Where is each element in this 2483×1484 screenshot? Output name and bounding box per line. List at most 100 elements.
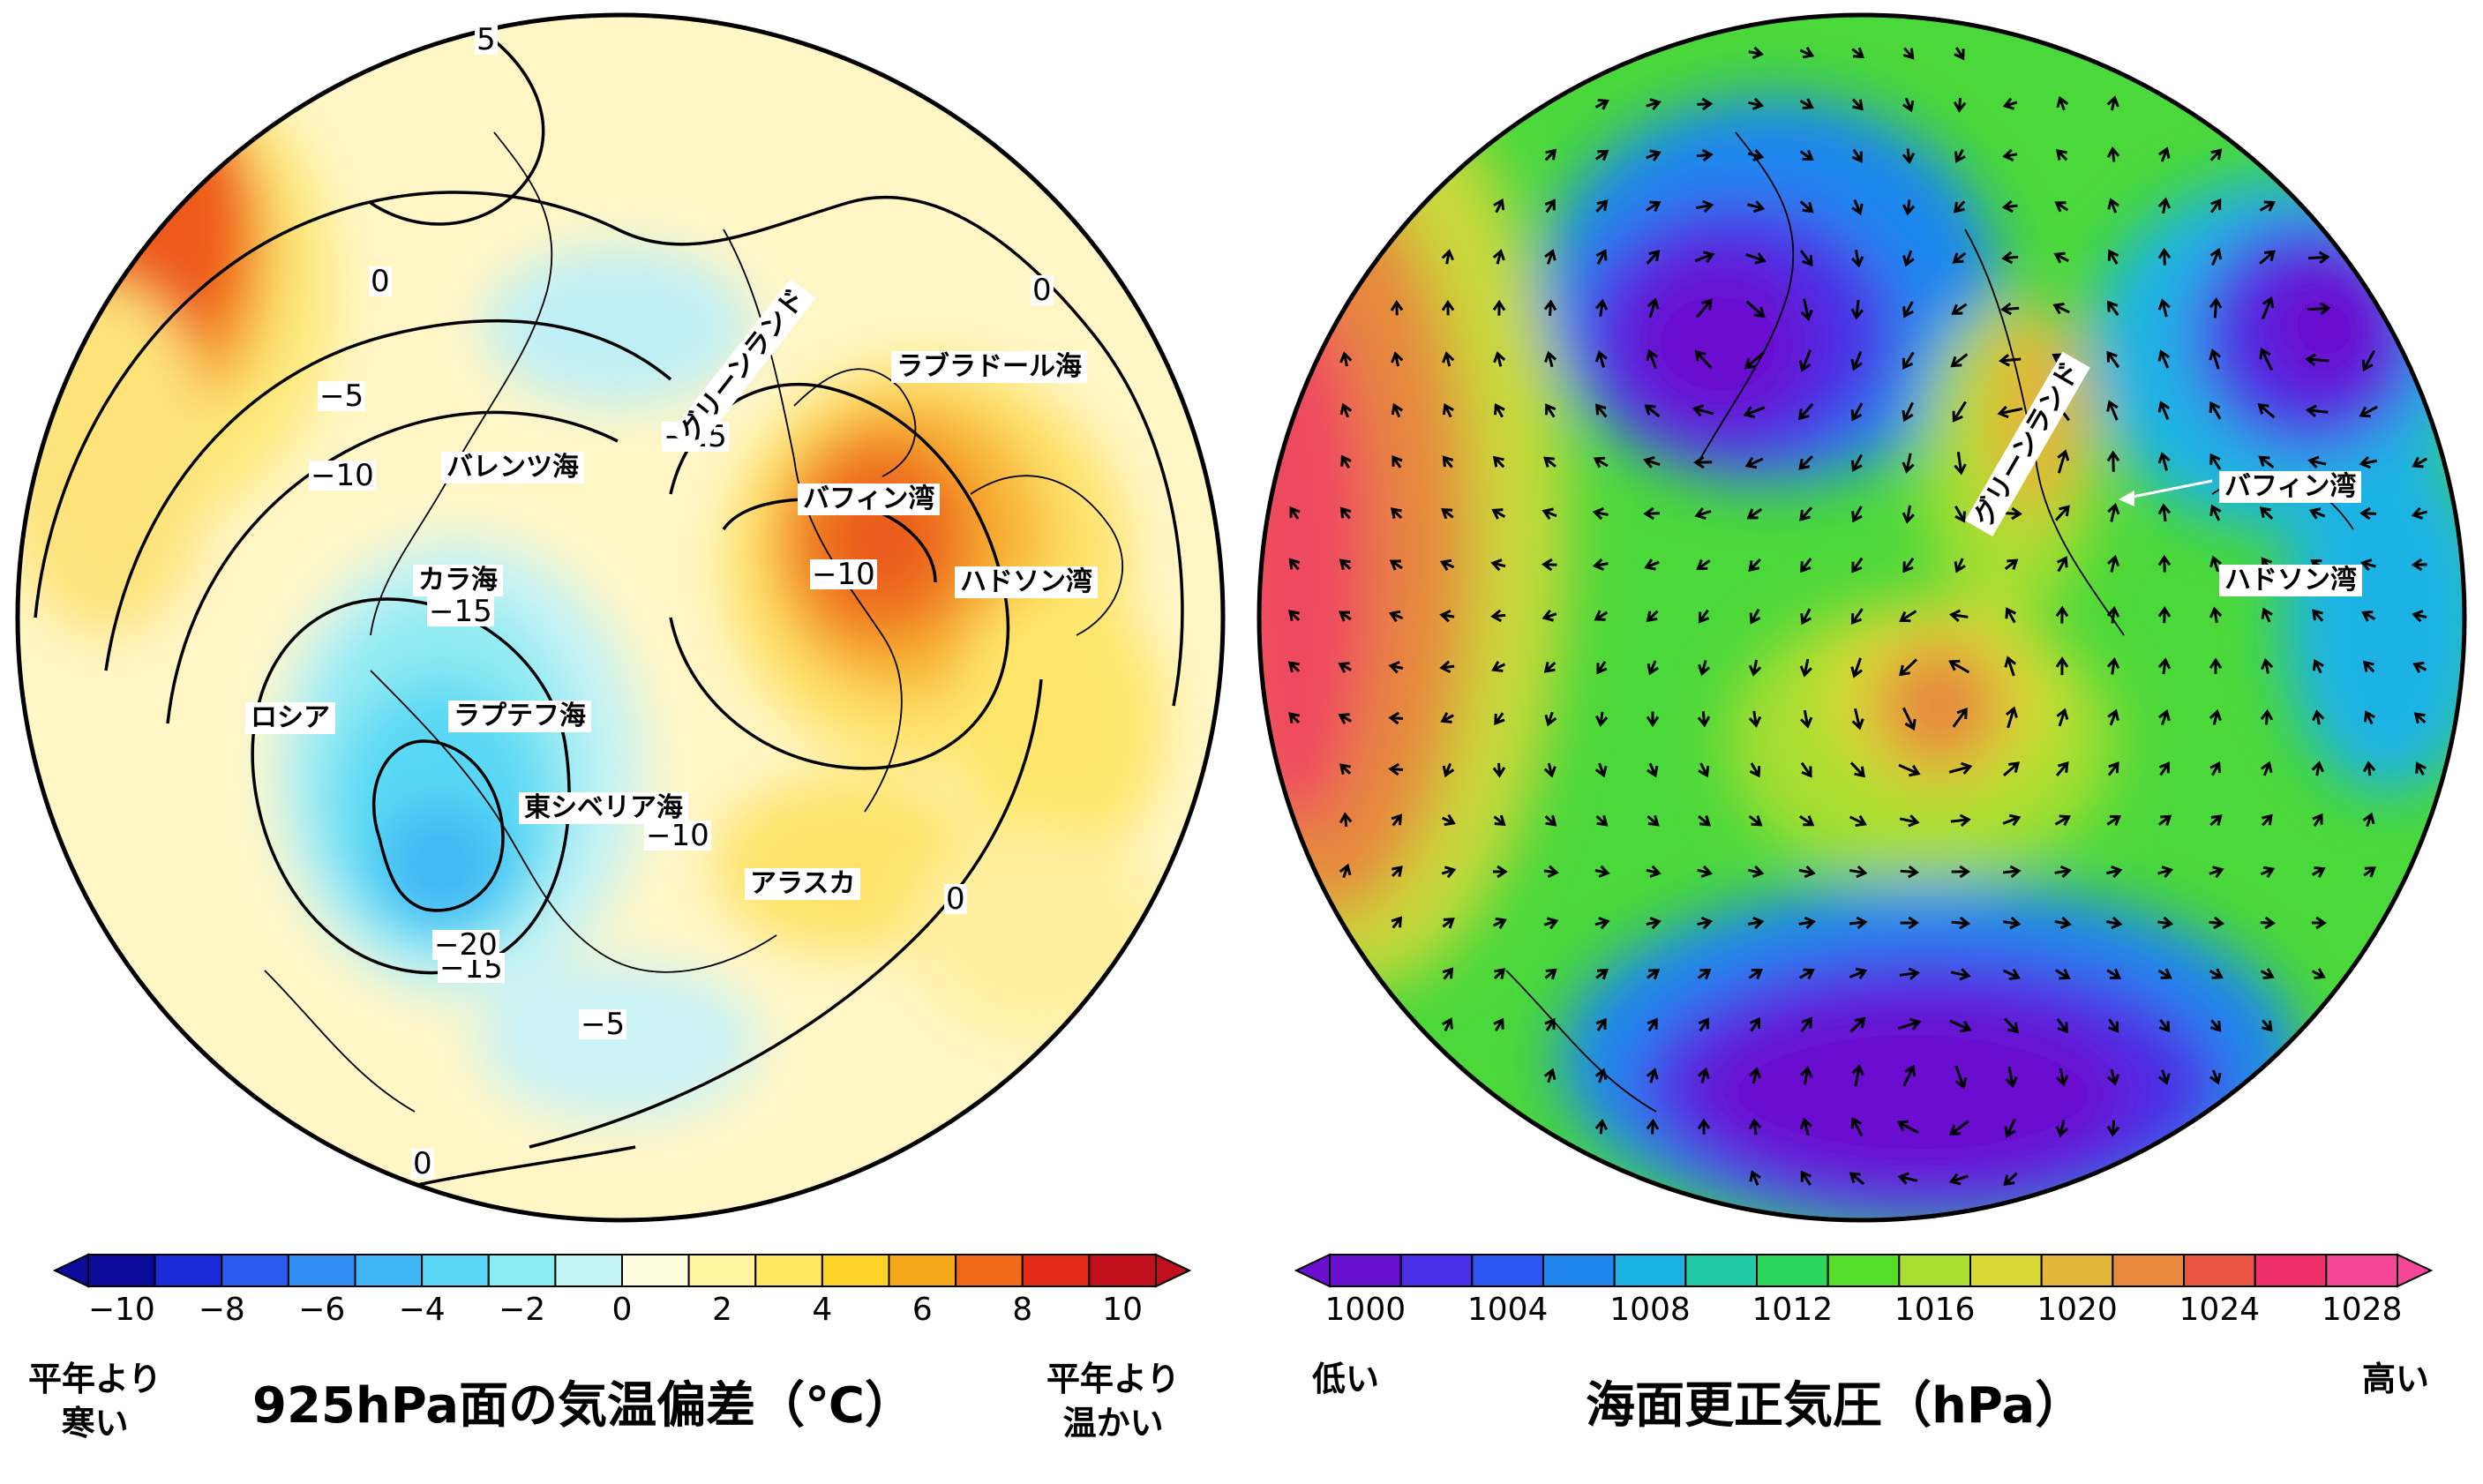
wind-vector [1388, 762, 1404, 776]
wind-vector [1340, 454, 1352, 468]
wind-vector [1850, 453, 1863, 472]
wind-vector [1800, 761, 1812, 778]
wind-vector [1799, 98, 1814, 109]
wind-vector [2307, 302, 2331, 315]
wind-vector [1441, 299, 1455, 316]
wind-vector [1442, 918, 1455, 929]
colorbar-segment [87, 1254, 156, 1287]
colorbar-tick-label: 6 [911, 1292, 933, 1328]
label-russia: ロシア [245, 702, 335, 734]
wind-vector [1646, 711, 1660, 728]
wind-vector [2001, 199, 2018, 214]
label-baffin-bay: バフィン湾 [798, 483, 941, 515]
wind-vector [1902, 401, 1914, 423]
wind-vector [1850, 300, 1864, 320]
colorbar-segment [354, 1254, 424, 1287]
wind-vector [1390, 507, 1403, 520]
wind-vector [1899, 967, 1920, 980]
wind-vector [1748, 1118, 1762, 1135]
wind-vector [1595, 969, 1609, 980]
wind-vector [2107, 708, 2119, 726]
wind-vector [2209, 401, 2222, 420]
wind-vector [1442, 762, 1455, 778]
wind-vector [1897, 1017, 1922, 1031]
wind-vector [2312, 709, 2325, 725]
wind-vector [2209, 761, 2222, 776]
wind-vector [1850, 350, 1863, 371]
wind-vector [1896, 1120, 1919, 1135]
wind-vector [2002, 865, 2022, 879]
wind-vector [1492, 299, 1506, 316]
wind-vector [2361, 349, 2376, 371]
colorbar-tick-label: 1012 [1752, 1292, 1834, 1328]
wind-vector [2412, 661, 2427, 673]
wind-vector [1698, 762, 1710, 778]
wind-vector [1902, 707, 1917, 731]
wind-vector [1898, 763, 1921, 777]
label-labrador-sea: ラブラドール海 [891, 351, 1087, 383]
wind-vector [1492, 917, 1507, 929]
wind-vector [1594, 349, 1608, 368]
wind-vector [2259, 200, 2276, 212]
wind-vector [1439, 610, 1455, 623]
wind-vector [2259, 250, 2276, 265]
colorbar-segment [888, 1254, 957, 1287]
wind-vector [2415, 761, 2427, 776]
wind-vector [1799, 658, 1812, 678]
wind-vector [1694, 507, 1712, 520]
wind-vector [2056, 95, 2069, 111]
wind-vector [1288, 558, 1301, 571]
wind-vector [1646, 349, 1658, 370]
wind-vector [2209, 555, 2222, 573]
wind-vector [1543, 865, 1559, 879]
wind-vector [2006, 706, 2018, 729]
wind-vector [1954, 200, 1966, 214]
wind-vector [1593, 456, 1609, 468]
wind-vector [2054, 505, 2070, 521]
wind-vector [1948, 1173, 1969, 1186]
wind-vector [2055, 605, 2069, 624]
wind-vector [2308, 507, 2326, 520]
colorbar-tick-label: 1004 [1467, 1292, 1549, 1328]
label-kara-sea: カラ海 [413, 565, 503, 596]
colorbar-tick-label: 10 [1102, 1292, 1144, 1328]
wind-vector [1696, 558, 1711, 571]
wind-vector [1800, 1016, 1812, 1033]
colorbar-segment [2112, 1254, 2185, 1287]
wind-vector [1490, 558, 1506, 572]
wind-vector [1798, 455, 1813, 470]
wind-vector [1390, 300, 1404, 316]
wind-vector [1646, 1068, 1659, 1083]
wind-vector [1542, 456, 1557, 468]
wind-vector [1544, 249, 1557, 265]
colorbar-segment [1969, 1254, 2043, 1287]
colorbar-segment [287, 1254, 356, 1287]
low-caption: 低い [1312, 1360, 1380, 1398]
wind-vector [1902, 301, 1914, 319]
colorbar-segment [955, 1254, 1024, 1287]
wind-vector [1851, 47, 1864, 58]
wind-vector [1492, 455, 1505, 468]
wind-vector [2003, 1172, 2018, 1187]
wind-vector [1594, 403, 1608, 418]
wind-vector [1797, 402, 1814, 421]
wind-vector [1697, 969, 1712, 980]
wind-vector [1288, 712, 1301, 724]
wind-vector [2054, 814, 2071, 827]
warmer-caption: 平年より 温かい [1046, 1360, 1181, 1443]
colorbar-segment [1756, 1254, 1829, 1287]
wind-vector [1799, 149, 1814, 161]
wind-vector [2413, 712, 2427, 724]
wind-vector [2311, 761, 2324, 776]
wind-vector [2411, 506, 2427, 520]
wind-vector [2312, 813, 2323, 827]
colder-caption: 平年より 寒い [28, 1360, 162, 1443]
wind-vector [1902, 250, 1915, 267]
wind-vector [2107, 249, 2119, 265]
wind-vector [1596, 661, 1608, 675]
wind-vector [1493, 814, 1506, 827]
wind-vector [1948, 1120, 1969, 1135]
wind-vector [2157, 606, 2172, 624]
colorbar-tick-label: 1008 [1609, 1292, 1691, 1328]
wind-vector [2209, 916, 2225, 930]
